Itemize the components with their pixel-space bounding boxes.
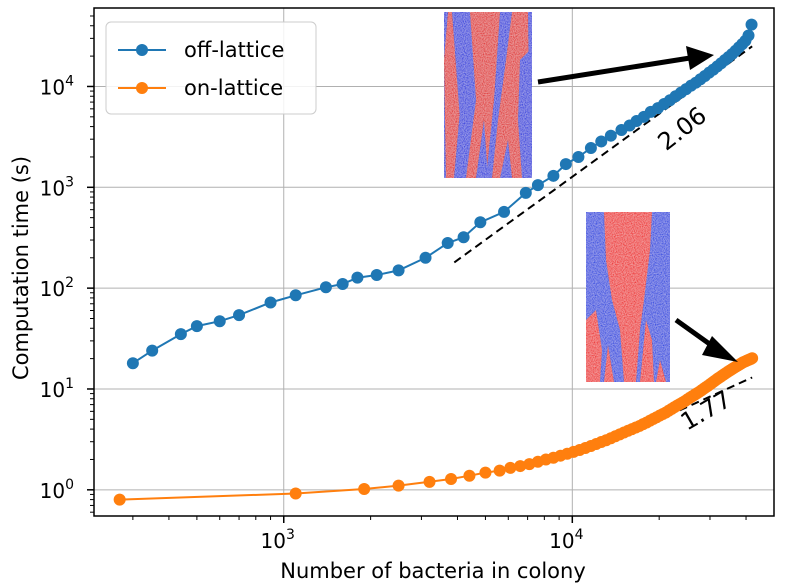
data-point-off-lattice [584,142,597,155]
y-axis-label: Computation time (s) [9,156,33,380]
data-point-off-lattice [126,357,139,370]
data-point-off-lattice [190,320,203,333]
legend-label-on-lattice: on-lattice [184,76,283,100]
data-point-off-lattice [742,29,755,42]
legend-marker-off-lattice [136,44,148,56]
series-layer [113,18,759,506]
data-point-on-lattice [445,473,458,486]
y-tick-exponent-2: 2 [65,275,74,291]
data-point-on-lattice [463,469,476,482]
data-point-off-lattice [604,129,617,142]
inset-off-lattice-snapshot [444,12,532,178]
arrowhead-on-lattice-icon [702,336,738,362]
data-point-off-lattice [498,205,511,218]
data-point-off-lattice [419,251,432,264]
data-point-off-lattice [351,271,364,284]
legend-box [105,21,317,115]
legend-marker-on-lattice [136,82,148,94]
data-point-off-lattice [474,216,487,229]
legend-label-off-lattice: off-lattice [184,38,284,62]
data-point-off-lattice [457,231,470,244]
y-tick-exponent-1: 1 [65,376,74,392]
data-point-off-lattice [572,150,585,163]
data-point-off-lattice [595,135,608,148]
y-tick-exponent-0: 0 [65,477,74,493]
inset-on-lattice-snapshot [586,212,670,382]
data-point-on-lattice [113,493,126,506]
data-point-on-lattice [479,466,492,479]
data-point-off-lattice [441,237,454,250]
data-point-off-lattice [319,281,332,294]
x-tick-exponent-0: 3 [286,527,295,543]
x-tick-exponent-1: 4 [575,527,584,543]
data-point-off-lattice [531,179,544,192]
data-point-off-lattice [336,277,349,290]
y-tick-exponent-3: 3 [65,174,74,190]
plot-frame [93,7,775,517]
arrow-off-lattice [537,55,691,85]
data-point-on-lattice [289,487,302,500]
data-point-on-lattice [504,461,517,474]
data-point-on-lattice [746,352,759,365]
data-point-off-lattice [289,289,302,302]
data-point-off-lattice [519,186,532,199]
arrowhead-off-lattice-icon [686,46,714,70]
data-point-off-lattice [233,309,246,322]
data-point-off-lattice [213,315,226,328]
data-point-on-lattice [493,464,506,477]
data-point-off-lattice [370,269,383,282]
data-point-off-lattice [745,18,758,31]
data-point-off-lattice [547,169,560,182]
legend: off-lattice on-lattice [105,21,317,115]
data-point-on-lattice [392,479,405,492]
x-axis-label: Number of bacteria in colony [280,559,586,583]
data-point-on-lattice [358,482,371,495]
data-point-off-lattice [174,328,187,341]
data-point-on-lattice [423,475,436,488]
data-point-off-lattice [264,296,277,309]
data-point-off-lattice [146,344,159,357]
y-tick-exponent-4: 4 [65,73,74,89]
data-point-off-lattice [392,264,405,277]
data-point-off-lattice [559,158,572,171]
inset-arrows [537,46,738,362]
data-point-on-lattice [514,460,527,473]
